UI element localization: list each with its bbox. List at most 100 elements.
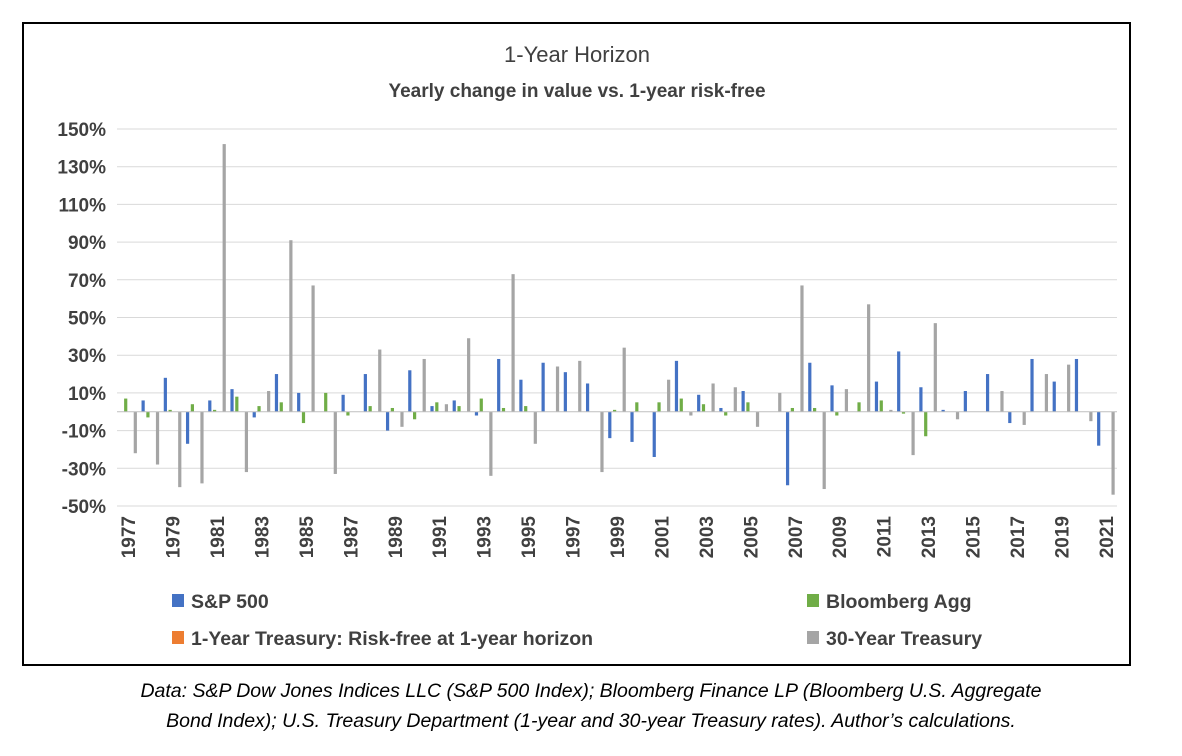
- bar: [311, 285, 315, 412]
- bar: [133, 411, 137, 454]
- bar: [911, 411, 915, 456]
- bar: [208, 400, 212, 412]
- bar: [600, 411, 604, 473]
- legend-item: Bloomberg Agg: [807, 591, 972, 613]
- bar: [190, 404, 194, 412]
- bar: [711, 383, 715, 412]
- bar: [230, 389, 234, 412]
- bar: [733, 387, 737, 412]
- bar: [346, 411, 350, 416]
- bar: [235, 396, 239, 412]
- bar: [363, 374, 367, 412]
- x-tick-label: 2009: [830, 516, 851, 558]
- x-tick-label: 2007: [786, 516, 807, 558]
- bar: [168, 409, 172, 412]
- bar: [924, 411, 928, 437]
- bar: [1008, 411, 1012, 424]
- bar: [719, 407, 723, 412]
- x-tick-label: 2003: [697, 516, 718, 558]
- x-tick-label: 1989: [386, 516, 407, 558]
- bar: [430, 406, 434, 412]
- y-tick-label: 90%: [68, 233, 106, 254]
- bar: [613, 409, 617, 412]
- bar: [452, 400, 456, 412]
- bar: [1000, 391, 1004, 412]
- x-tick-label: 1999: [608, 516, 629, 558]
- x-tick-label: 2013: [919, 516, 940, 558]
- bar: [1111, 411, 1115, 495]
- bar: [635, 402, 639, 412]
- bar: [919, 387, 923, 412]
- bar: [879, 400, 883, 412]
- bar: [608, 411, 612, 439]
- bar: [222, 144, 226, 412]
- y-tick-label: 130%: [57, 158, 106, 179]
- bar: [257, 406, 261, 412]
- y-tick-label: 10%: [68, 384, 106, 405]
- legend-swatch: [807, 594, 819, 607]
- x-tick-label: 1993: [475, 516, 496, 558]
- y-tick-label: -30%: [62, 459, 106, 480]
- x-tick-label: 2011: [875, 516, 896, 558]
- bar: [146, 411, 150, 418]
- bar: [701, 404, 706, 412]
- legend-label: S&P 500: [191, 591, 269, 613]
- chart-svg: 1-Year Horizon Yearly change in value vs…: [57, 42, 1118, 650]
- x-tick-label: 2021: [1097, 516, 1118, 559]
- bar: [124, 398, 128, 412]
- x-tick-label: 2019: [1052, 516, 1073, 558]
- bar: [497, 358, 501, 412]
- bar: [541, 362, 545, 412]
- bar: [511, 274, 515, 412]
- bar: [674, 360, 679, 412]
- bar: [467, 338, 471, 412]
- bar: [630, 411, 634, 442]
- bar: [435, 402, 439, 412]
- bar: [741, 391, 745, 412]
- bar: [155, 411, 160, 465]
- bar: [652, 411, 656, 457]
- bar: [985, 374, 990, 412]
- bars: [124, 144, 1115, 495]
- bar: [1097, 411, 1101, 446]
- bar: [474, 411, 479, 416]
- bar: [955, 411, 960, 420]
- bar: [141, 400, 145, 412]
- y-tick-label: 70%: [68, 271, 106, 292]
- bar: [897, 351, 901, 412]
- bar: [697, 394, 701, 412]
- legend-item: S&P 500: [172, 591, 269, 613]
- bar: [555, 366, 560, 412]
- legend: S&P 500 Bloomberg Agg 1-Year Treasury: Ris…: [172, 591, 982, 650]
- bar: [867, 304, 871, 412]
- legend-swatch: [172, 631, 184, 644]
- bar: [1089, 411, 1093, 422]
- x-tick-label: 1987: [341, 516, 362, 558]
- bar: [533, 411, 537, 444]
- bar: [213, 409, 217, 412]
- legend-swatch: [172, 594, 184, 607]
- source-caption-line-2: Bond Index); U.S. Treasury Department (1…: [166, 710, 1016, 732]
- y-axis-tick-labels: 150% 130% 110% 90% 70% 50% 30% 10% -10% -30% -50%: [57, 120, 106, 518]
- bar: [457, 406, 461, 412]
- bar: [341, 394, 345, 412]
- bar: [622, 347, 626, 412]
- x-tick-label: 2005: [741, 516, 762, 559]
- bar: [301, 411, 306, 424]
- bar: [790, 407, 794, 412]
- bar: [679, 398, 683, 412]
- legend-swatch: [807, 631, 819, 644]
- bar: [585, 383, 590, 412]
- bar: [1074, 358, 1079, 412]
- bar: [178, 411, 182, 488]
- bar: [889, 409, 893, 412]
- bar: [808, 362, 812, 412]
- source-caption-line-1: Data: S&P Dow Jones Indices LLC (S&P 500…: [140, 680, 1042, 702]
- bar: [667, 379, 671, 412]
- bar: [844, 389, 849, 412]
- bar: [822, 411, 826, 490]
- bar: [689, 411, 693, 416]
- bar: [489, 411, 493, 476]
- legend-item: 1-Year Treasury: Risk-free at 1-year hor…: [172, 628, 593, 650]
- bar: [1052, 381, 1056, 412]
